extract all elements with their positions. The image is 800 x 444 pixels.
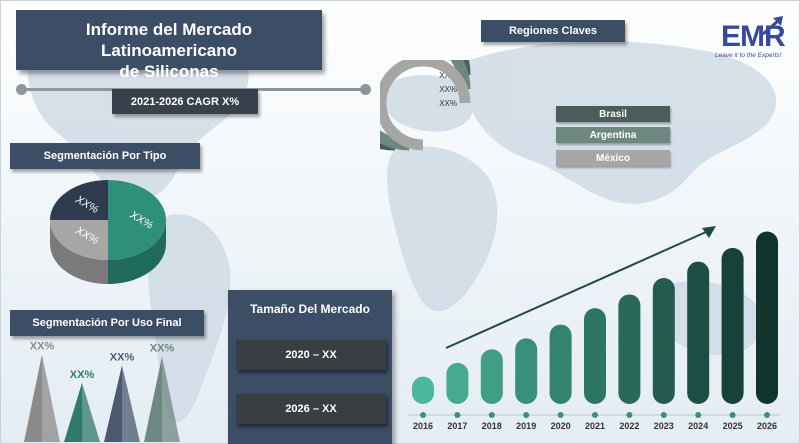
trend-arrow-head (702, 226, 716, 238)
bar-2018 (480, 349, 503, 404)
region-arc-2 (380, 60, 471, 151)
bar-2023 (652, 278, 675, 404)
logo-text: EMR (721, 20, 786, 53)
cone-right-0 (42, 354, 60, 442)
emr-logo: EMR Leave it to the Experts! (707, 12, 793, 64)
bar-2021 (584, 308, 606, 404)
cagr-label: 2021-2026 CAGR X% (112, 89, 258, 114)
arrow-up-icon (762, 16, 783, 36)
tick-label-2023: 2023 (654, 421, 674, 431)
bar-2017 (446, 362, 469, 404)
bar-2025 (721, 247, 744, 404)
segment-type-title: Segmentación Por Tipo (10, 143, 200, 169)
pie-slice-1 (50, 220, 108, 260)
cone-label-1: XX% (70, 369, 95, 381)
report-title-line1: Informe del Mercado Latinoamericano (85, 20, 253, 60)
legend-brasil: Brasil (556, 106, 670, 122)
cone-left-0 (24, 354, 42, 442)
market-size-panel: Tamaño Del Mercado 2020 – XX 2026 – XX (228, 290, 392, 444)
tick-label-2022: 2022 (619, 421, 639, 431)
cone-right-3 (162, 356, 180, 442)
tick-dot-2022 (626, 412, 633, 418)
tick-label-2017: 2017 (447, 421, 467, 431)
tick-dot-2019 (523, 412, 530, 418)
tick-dot-2021 (592, 412, 598, 418)
market-size-row-2026: 2026 – XX (236, 394, 386, 424)
end-use-chart: XX% XX% XX% XX% (24, 340, 180, 442)
tick-dot-2018 (488, 412, 495, 418)
market-size-title: Tamaño Del Mercado (250, 302, 370, 316)
tick-dot-2016 (420, 412, 426, 418)
tick-dot-2023 (660, 412, 667, 418)
market-bar-chart: 2016 2017 2018 2019 2020 2021 2022 2023 2024 2025… (408, 226, 780, 431)
type-pie-chart: XX%XX%XX% (50, 180, 166, 284)
regions-chart: XX%XX%XX% (380, 60, 471, 151)
cone-label-2: XX% (110, 351, 135, 363)
cone-left-3 (144, 356, 162, 442)
report-title: Informe del Mercado Latinoamericano de S… (16, 10, 322, 81)
tick-label-2025: 2025 (723, 421, 743, 431)
region-label-2: XX% (439, 99, 457, 108)
tick-dot-2020 (557, 412, 564, 418)
bar-2016 (412, 376, 434, 404)
bar-2024 (687, 261, 710, 404)
tick-dot-2017 (454, 412, 461, 418)
pie-slice-0 (108, 180, 166, 260)
cone-left-1 (64, 382, 82, 442)
tick-label-2020: 2020 (551, 421, 571, 431)
tick-label-2021: 2021 (585, 421, 605, 431)
tick-label-2024: 2024 (688, 421, 708, 431)
cone-left-2 (104, 365, 122, 442)
tick-label-2016: 2016 (413, 421, 433, 431)
pie-slice-2 (50, 180, 108, 220)
tick-dot-2025 (729, 412, 736, 418)
region-label-1: XX% (439, 85, 457, 94)
bar-2019 (515, 338, 538, 404)
tick-label-2019: 2019 (516, 421, 536, 431)
logo-tagline: Leave it to the Experts! (715, 52, 782, 59)
cone-right-2 (122, 365, 140, 442)
segment-use-title: Segmentación Por Uso Final (10, 310, 204, 336)
cone-right-1 (82, 382, 100, 442)
tick-dot-2026 (764, 412, 770, 418)
bar-2026 (756, 231, 778, 404)
bar-2022 (618, 294, 641, 404)
timeline-dot-right (360, 84, 371, 95)
report-title-line2: de Siliconas (119, 62, 219, 81)
legend-argentina: Argentina (556, 127, 670, 143)
trend-arrow-line (445, 231, 707, 349)
pie-side-0 (108, 220, 166, 284)
tick-label-2026: 2026 (757, 421, 777, 431)
cone-label-0: XX% (30, 340, 55, 352)
legend-mexico: México (556, 150, 670, 166)
pie-side-1 (50, 220, 108, 284)
market-size-row-2020: 2020 – XX (236, 340, 386, 370)
cone-label-3: XX% (150, 343, 175, 355)
bar-2020 (549, 324, 572, 404)
timeline-dot-left (16, 84, 27, 95)
tick-label-2018: 2018 (482, 421, 502, 431)
regions-title: Regiones Claves (481, 20, 625, 42)
tick-dot-2024 (695, 412, 702, 418)
